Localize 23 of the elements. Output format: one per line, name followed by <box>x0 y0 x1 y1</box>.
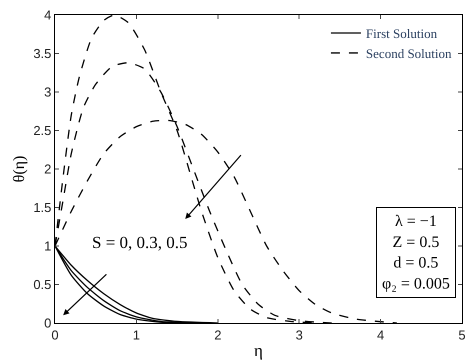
annotation: S = 0, 0.3, 0.5 <box>92 233 188 252</box>
y-axis-title: θ(η) <box>11 156 28 182</box>
y-tick-label: 3.5 <box>33 46 52 62</box>
y-tick-label: 3 <box>44 84 52 100</box>
x-tick-label: 3 <box>296 328 303 343</box>
x-tick-label: 1 <box>132 328 140 343</box>
annotation: φ₂ = 0.005 <box>382 275 450 292</box>
annotation: λ = −1 <box>395 213 437 230</box>
y-tick-label: 0 <box>44 316 52 331</box>
x-tick-label: 4 <box>376 328 384 343</box>
y-tick-label: 2 <box>44 162 52 177</box>
legend-label: Second Solution <box>366 46 452 61</box>
y-tick-label: 0.5 <box>33 277 52 292</box>
y-tick-label: 4 <box>44 8 52 23</box>
x-tick-label: 5 <box>458 328 466 343</box>
y-tick-label: 2.5 <box>33 123 52 138</box>
x-tick-label: 2 <box>214 328 222 343</box>
legend-label: First Solution <box>366 26 438 42</box>
y-tick-label: 1.5 <box>33 200 52 216</box>
annotation: Z = 0.5 <box>392 234 440 251</box>
y-tick-label: 1 <box>44 238 52 254</box>
x-axis-title: η <box>254 341 263 360</box>
annotation: d = 0.5 <box>393 254 438 272</box>
